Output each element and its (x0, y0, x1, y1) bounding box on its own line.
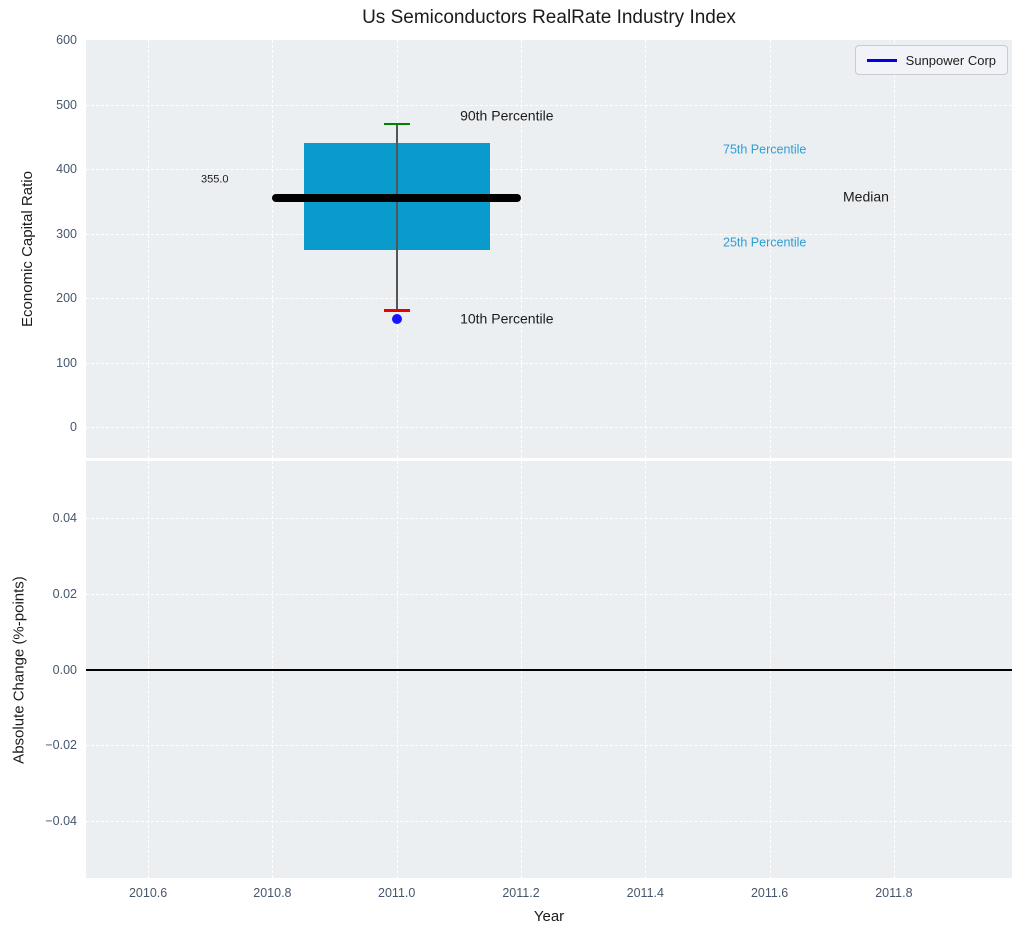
annotation-355-0: 355.0 (201, 173, 229, 186)
annotation-10th-percentile: 10th Percentile (460, 310, 554, 327)
y-tick-label: 600 (56, 33, 77, 47)
x-tick-label: 2011.6 (750, 886, 789, 900)
annotation-25th-percentile: 25th Percentile (723, 235, 807, 250)
whisker-line (396, 123, 398, 311)
gridline-horizontal (86, 104, 1012, 106)
x-tick-label: 2011.0 (378, 886, 416, 900)
y-tick-label: 400 (56, 162, 77, 176)
gridline-vertical (272, 40, 274, 458)
legend: Sunpower Corp (854, 45, 1008, 75)
gridline-horizontal (86, 517, 1012, 519)
whisker-cap-low (383, 309, 410, 313)
annotation-75th-percentile: 75th Percentile (723, 142, 807, 157)
whisker-cap-high (383, 122, 410, 126)
gridline-horizontal (86, 298, 1012, 299)
y-tick-label: 200 (56, 291, 77, 305)
gridline-horizontal (86, 593, 1012, 595)
y-tick-label: 0.00 (52, 662, 77, 677)
annotation-median: Median (843, 188, 889, 205)
legend-label: Sunpower Corp (905, 52, 996, 68)
median-line (272, 194, 521, 202)
x-axis-label: Year (533, 908, 565, 925)
gridline-vertical (521, 40, 522, 458)
x-tick-label: 2011.8 (875, 886, 913, 900)
gridline-vertical (769, 40, 771, 458)
gridline-vertical (148, 40, 150, 458)
gridline-horizontal (86, 169, 1012, 170)
y-tick-label: 0.02 (52, 586, 77, 601)
y-tick-label: 0.04 (52, 510, 77, 525)
gridline-vertical (645, 40, 647, 458)
annotation-90th-percentile: 90th Percentile (460, 107, 554, 124)
y-tick-label: 300 (56, 226, 77, 241)
chart-title: Us Semiconductors RealRate Industry Inde… (362, 7, 736, 28)
y-tick-label: −0.04 (45, 814, 77, 829)
y-tick-label: 100 (56, 355, 77, 370)
gridline-horizontal (86, 362, 1012, 364)
top-plot-area (86, 40, 1012, 458)
gridline-horizontal (86, 821, 1012, 823)
zero-line (86, 668, 1012, 671)
x-tick-label: 2010.8 (253, 886, 292, 900)
x-tick-label: 2011.4 (626, 886, 664, 900)
y-tick-label: 0 (70, 420, 77, 434)
gridline-vertical (893, 40, 895, 458)
gridline-horizontal (86, 427, 1012, 428)
y-tick-label: 500 (56, 97, 77, 112)
gridline-horizontal (86, 233, 1012, 235)
y-tick-label: −0.02 (45, 738, 77, 753)
gridline-horizontal (86, 745, 1012, 747)
outlier-point (391, 313, 402, 324)
x-tick-label: 2010.6 (128, 886, 168, 900)
x-tick-label: 2011.2 (502, 886, 540, 900)
legend-line-sample (866, 58, 897, 62)
